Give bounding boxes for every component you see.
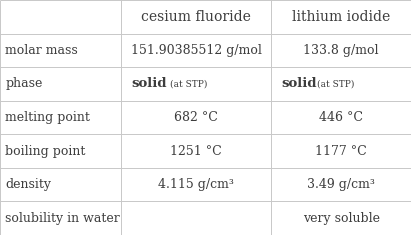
- Text: 133.8 g/mol: 133.8 g/mol: [303, 44, 379, 57]
- Text: melting point: melting point: [5, 111, 90, 124]
- Text: 682 °C: 682 °C: [174, 111, 218, 124]
- Text: density: density: [5, 178, 51, 191]
- Text: 446 °C: 446 °C: [319, 111, 363, 124]
- Text: (at STP): (at STP): [170, 79, 207, 88]
- Text: boiling point: boiling point: [5, 145, 86, 158]
- Text: 1177 °C: 1177 °C: [315, 145, 367, 158]
- Text: lithium iodide: lithium iodide: [292, 10, 390, 24]
- Text: 151.90385512 g/mol: 151.90385512 g/mol: [131, 44, 262, 57]
- Text: solid: solid: [132, 77, 167, 90]
- Text: (at STP): (at STP): [317, 79, 355, 88]
- Text: molar mass: molar mass: [5, 44, 78, 57]
- Text: 4.115 g/cm³: 4.115 g/cm³: [158, 178, 234, 191]
- Text: solid: solid: [282, 77, 317, 90]
- Text: 1251 °C: 1251 °C: [171, 145, 222, 158]
- Text: 3.49 g/cm³: 3.49 g/cm³: [307, 178, 375, 191]
- Text: cesium fluoride: cesium fluoride: [141, 10, 251, 24]
- Text: phase: phase: [5, 77, 43, 90]
- Text: very soluble: very soluble: [302, 212, 380, 225]
- Text: solubility in water: solubility in water: [5, 212, 120, 225]
